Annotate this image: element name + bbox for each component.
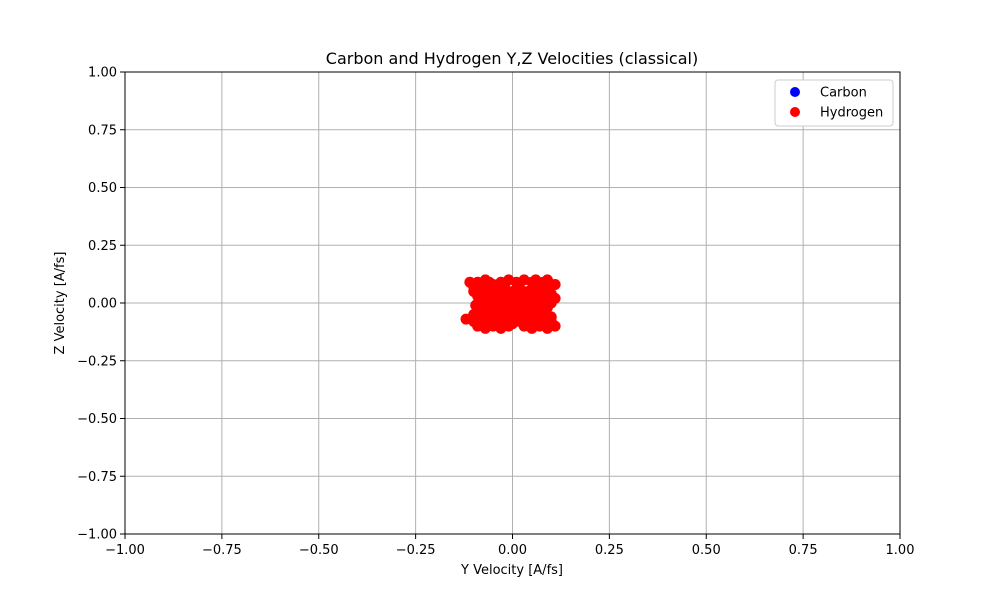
hydrogen-point <box>501 313 513 325</box>
hydrogen-point <box>520 306 532 318</box>
hydrogen-point <box>493 288 505 300</box>
y-tick-label: 0.00 <box>88 297 117 312</box>
data-points <box>460 274 561 334</box>
legend-label-carbon: Carbon <box>820 86 867 101</box>
legend-box <box>774 79 894 127</box>
y-axis-label: Z Velocity [A/fs] <box>53 252 68 355</box>
x-tick-label: −1.00 <box>105 543 145 558</box>
legend: Carbon Hydrogen <box>774 79 894 127</box>
y-tick-label: 0.50 <box>88 181 117 196</box>
hydrogen-point <box>477 281 489 293</box>
y-tick-label: −1.00 <box>77 528 117 543</box>
hydrogen-point <box>485 306 497 318</box>
x-tick-label: 0.00 <box>498 543 527 558</box>
y-tick-label: 0.25 <box>88 239 117 254</box>
hydrogen-point <box>541 322 553 334</box>
hydrogen-point <box>512 281 524 293</box>
hydrogen-point <box>524 288 536 300</box>
hydrogen-point <box>470 299 482 311</box>
hydrogen-point <box>536 313 548 325</box>
ticks: −1.00 −0.75 −0.50 −0.25 0.00 0.25 0.50 0.75 1.00… <box>77 66 914 559</box>
chart-title: Carbon and Hydrogen Y,Z Velocities (clas… <box>326 49 698 68</box>
x-tick-label: 0.75 <box>789 543 818 558</box>
x-tick-label: 0.50 <box>692 543 721 558</box>
legend-marker-carbon <box>790 87 800 97</box>
hydrogen-point <box>539 281 551 293</box>
y-tick-label: −0.25 <box>77 354 117 369</box>
legend-label-hydrogen: Hydrogen <box>820 106 883 121</box>
x-axis-label: Y Velocity [A/fs] <box>460 563 563 578</box>
x-tick-label: 0.25 <box>595 543 624 558</box>
x-tick-label: −0.25 <box>396 543 436 558</box>
y-tick-label: −0.50 <box>77 412 117 427</box>
y-tick-label: −0.75 <box>77 470 117 485</box>
hydrogen-point <box>549 279 561 291</box>
y-tick-label: 1.00 <box>88 66 117 81</box>
legend-marker-hydrogen <box>790 107 800 117</box>
y-tick-label: 0.75 <box>88 123 117 138</box>
x-tick-label: −0.50 <box>299 543 339 558</box>
x-tick-label: 1.00 <box>886 543 915 558</box>
x-tick-label: −0.75 <box>202 543 242 558</box>
